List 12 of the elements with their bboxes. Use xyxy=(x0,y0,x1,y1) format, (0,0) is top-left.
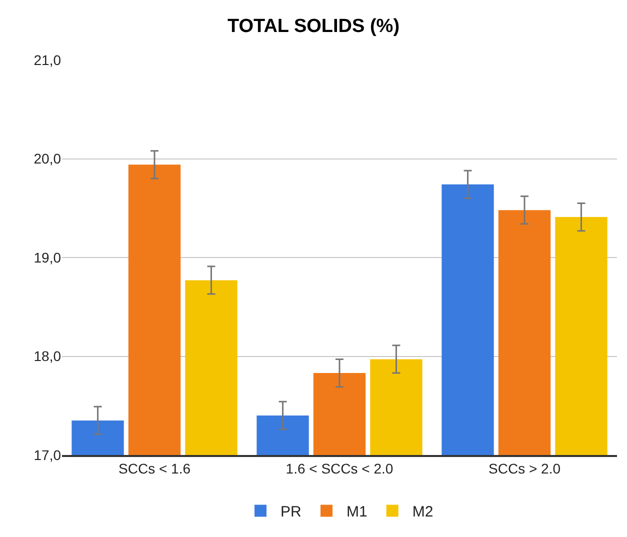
y-tick-label: 19,0 xyxy=(34,249,62,266)
x-tick-label: SCCs < 1.6 xyxy=(118,460,191,477)
legend-label: PR xyxy=(280,504,302,521)
x-tick-label: SCCs > 2.0 xyxy=(488,460,561,477)
legend-label: M1 xyxy=(346,504,368,521)
y-tick-label: 20,0 xyxy=(34,150,62,167)
y-tick-label: 21,0 xyxy=(34,52,62,68)
x-tick-label: 1.6 < SCCs < 2.0 xyxy=(286,460,394,477)
y-tick-label: 17,0 xyxy=(34,446,62,463)
chart-title: TOTAL SOLIDS (%) xyxy=(227,16,400,38)
y-tick-label: 18,0 xyxy=(34,348,62,364)
legend-label: M2 xyxy=(412,504,434,521)
